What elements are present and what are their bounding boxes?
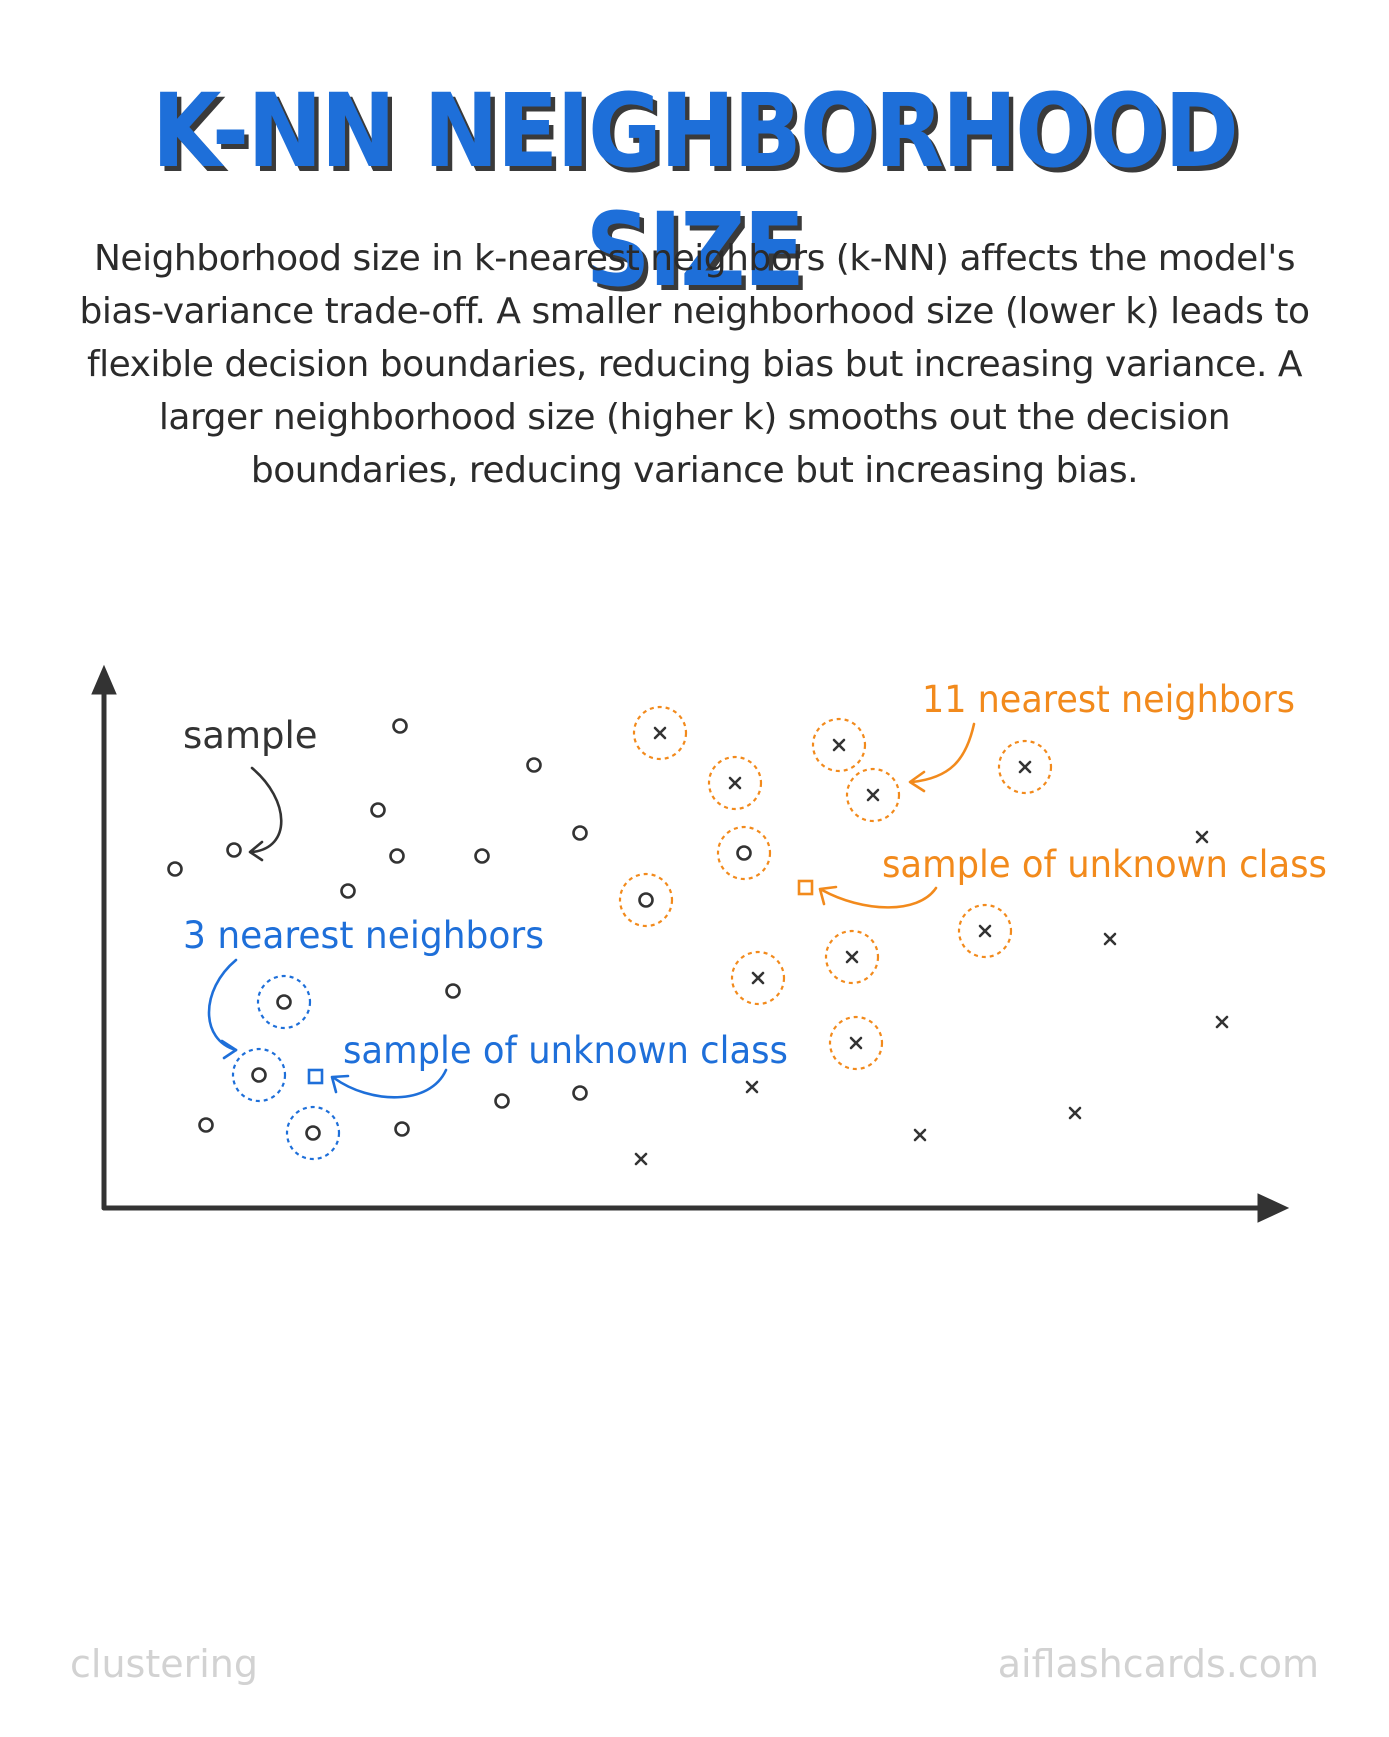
description-line: bias-variance trade-off. A smaller neigh… bbox=[79, 291, 1310, 332]
cross-sample bbox=[745, 1080, 759, 1094]
description-line: Neighborhood size in k-nearest neighbors… bbox=[94, 238, 1295, 279]
circle-sample bbox=[526, 757, 542, 773]
description-line: flexible decision boundaries, reducing b… bbox=[86, 344, 1303, 385]
circle-sample bbox=[638, 892, 654, 908]
unknown-blue-label: sample of unknown class bbox=[343, 1029, 788, 1072]
circle-sample bbox=[370, 802, 386, 818]
k11-neighbor-ring bbox=[730, 950, 786, 1006]
k3-neighbor-rings bbox=[231, 974, 341, 1161]
cross-sample bbox=[849, 1036, 863, 1050]
circle-sample bbox=[474, 848, 490, 864]
circle-sample bbox=[389, 848, 405, 864]
description-line: larger neighborhood size (higher k) smoo… bbox=[158, 397, 1231, 438]
y-axis-arrowhead bbox=[91, 664, 117, 695]
circle-sample bbox=[251, 1067, 267, 1083]
circle-sample bbox=[572, 1085, 588, 1101]
k3-neighbor-ring bbox=[256, 974, 312, 1030]
k11-neighbor-ring bbox=[845, 767, 901, 823]
unknown-orange-label: sample of unknown class bbox=[882, 843, 1327, 886]
unknown-orange-arrow-head bbox=[818, 885, 838, 906]
cross-sample bbox=[913, 1128, 927, 1142]
k3-label: 3 nearest neighbors bbox=[183, 914, 544, 957]
k11-neighbor-ring bbox=[632, 705, 688, 761]
k11-label: 11 nearest neighbors bbox=[922, 678, 1295, 721]
cross-sample bbox=[1195, 830, 1209, 844]
k11-neighbor-rings bbox=[618, 705, 1053, 1071]
cross-sample bbox=[1215, 1015, 1229, 1029]
unknown-sample-blue bbox=[307, 1068, 324, 1085]
page-title: K-NN NEIGHBORHOOD SIZE bbox=[151, 72, 1239, 310]
k3-arrow-head bbox=[220, 1039, 238, 1060]
cross-sample bbox=[832, 738, 846, 752]
circle-sample bbox=[167, 861, 183, 877]
cross-sample bbox=[751, 971, 765, 985]
k3-neighbor-ring bbox=[231, 1047, 287, 1103]
cross-sample bbox=[1018, 760, 1032, 774]
k11-neighbor-ring bbox=[811, 717, 867, 773]
k11-neighbor-ring bbox=[716, 825, 772, 881]
cross-sample bbox=[866, 788, 880, 802]
cross-sample bbox=[1068, 1106, 1082, 1120]
cross-sample bbox=[728, 776, 742, 790]
cross-sample bbox=[845, 950, 859, 964]
circle-sample bbox=[394, 1121, 410, 1137]
sample-arrow-head bbox=[248, 840, 264, 862]
circle-sample bbox=[392, 718, 408, 734]
circle-sample bbox=[736, 845, 752, 861]
axes bbox=[91, 664, 1290, 1223]
unknown-blue-arrow-head bbox=[330, 1074, 350, 1094]
circle-sample bbox=[276, 994, 292, 1010]
cross-sample bbox=[978, 924, 992, 938]
circle-sample bbox=[305, 1125, 321, 1141]
unknown-orange-arrow bbox=[820, 886, 938, 909]
sample-label: sample bbox=[183, 714, 318, 757]
circle-sample bbox=[198, 1117, 214, 1133]
circle-sample bbox=[572, 825, 588, 841]
description: Neighborhood size in k-nearest neighbors… bbox=[40, 232, 1349, 497]
circle-sample bbox=[340, 883, 356, 899]
k11-neighbor-ring bbox=[618, 872, 674, 928]
cross-sample bbox=[653, 726, 667, 740]
circle-sample bbox=[226, 842, 242, 858]
k11-neighbor-ring bbox=[707, 755, 763, 811]
footer-site: aiflashcards.com bbox=[997, 1642, 1319, 1686]
unknown-blue-arrow bbox=[332, 1068, 448, 1099]
circle-sample bbox=[445, 983, 461, 999]
sample-arrow bbox=[250, 766, 283, 854]
circle-sample bbox=[494, 1093, 510, 1109]
description-line: boundaries, reducing variance but increa… bbox=[250, 450, 1139, 491]
k11-neighbor-ring bbox=[828, 1015, 884, 1071]
footer-topic: clustering bbox=[70, 1642, 258, 1686]
k11-arrow-head bbox=[908, 770, 926, 793]
k3-arrow bbox=[207, 958, 238, 1052]
cross-sample bbox=[634, 1152, 648, 1166]
class-circle-samples bbox=[167, 718, 752, 1141]
class-cross-samples bbox=[634, 726, 1229, 1166]
x-axis-arrowhead bbox=[1257, 1193, 1290, 1223]
cross-sample bbox=[1103, 932, 1117, 946]
k11-arrow bbox=[910, 722, 976, 784]
k11-neighbor-ring bbox=[957, 903, 1013, 959]
k3-neighbor-ring bbox=[285, 1105, 341, 1161]
k11-neighbor-ring bbox=[824, 929, 880, 985]
unknown-sample-orange bbox=[797, 879, 814, 896]
k11-neighbor-ring bbox=[997, 739, 1053, 795]
